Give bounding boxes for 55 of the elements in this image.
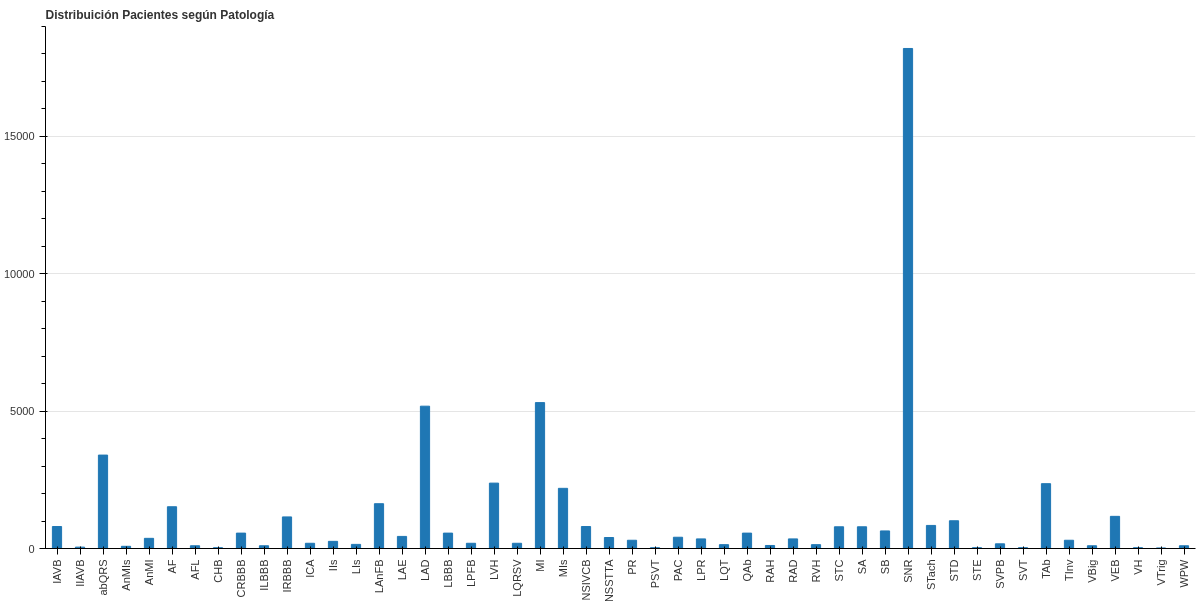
y-tick-label: 10000 <box>3 267 35 280</box>
x-tick-label: SVPB <box>994 559 1006 589</box>
x-tick-label: SA <box>856 558 868 575</box>
x-tick-label: LPFB <box>465 559 477 588</box>
x-tick-label: LVH <box>488 559 500 581</box>
x-tick-label: VH <box>1132 559 1144 575</box>
x-tick-label: PSVT <box>649 559 661 589</box>
x-tick-label: TInv <box>1063 559 1075 581</box>
x-tick-label: RAD <box>787 559 799 583</box>
x-tick-label: VBig <box>1086 559 1098 583</box>
x-tick-label: IAVB <box>51 559 63 584</box>
x-tick-label: ICA <box>304 558 316 578</box>
x-tick-label: RAH <box>764 559 776 583</box>
x-tick-label: ILBBB <box>258 559 270 591</box>
x-tick-label: IIs <box>327 559 339 572</box>
y-tick-label: 15000 <box>3 130 35 143</box>
x-tick-label: LAD <box>419 559 431 581</box>
x-tick-label: LIs <box>350 559 362 575</box>
x-tick-label: STE <box>971 559 983 581</box>
x-tick-label: LAnFB <box>373 559 385 594</box>
x-tick-label: LAE <box>396 559 408 581</box>
x-tick-label: RVH <box>810 559 822 583</box>
x-tick-label: NSIVCB <box>580 559 592 601</box>
x-tick-label: PR <box>626 559 638 575</box>
x-tick-label: LQT <box>718 559 730 581</box>
x-tick-label: LQRSV <box>511 558 523 597</box>
x-tick-label: AnMI <box>143 559 155 586</box>
x-tick-label: AFL <box>189 559 201 580</box>
y-tick-label: 5000 <box>10 405 35 418</box>
x-tick-label: CRBBB <box>235 559 247 598</box>
x-tick-label: TAb <box>1040 559 1052 579</box>
x-tick-label: MIs <box>557 559 569 578</box>
y-tick-label: 0 <box>28 542 35 555</box>
x-tick-label: AnMIs <box>120 559 132 591</box>
x-tick-label: WPW <box>1178 558 1190 588</box>
x-tick-label: abQRS <box>97 559 109 596</box>
x-tick-label: STach <box>925 559 937 591</box>
x-tick-label: SVT <box>1017 559 1029 581</box>
x-tick-label: SB <box>879 559 891 575</box>
x-tick-label: LPR <box>695 559 707 581</box>
x-tick-label: IRBBB <box>281 559 293 593</box>
x-tick-label: QAb <box>741 559 753 582</box>
x-tick-label: AF <box>166 559 178 574</box>
x-tick-label: SNR <box>902 559 914 583</box>
x-tick-label: IIAVB <box>74 559 86 587</box>
x-tick-label: VEB <box>1109 559 1121 582</box>
x-tick-label: STC <box>833 559 845 582</box>
x-tick-label: STD <box>948 559 960 582</box>
x-tick-label: LBBB <box>442 559 454 588</box>
x-tick-label: VTrig <box>1155 559 1167 586</box>
x-tick-label: NSSTTA <box>603 558 615 603</box>
x-tick-label: MI <box>534 559 546 572</box>
x-tick-label: CHB <box>212 559 224 583</box>
x-tick-label: PAC <box>672 559 684 582</box>
chart-title: Distribuición Pacientes según Patología <box>45 7 275 22</box>
